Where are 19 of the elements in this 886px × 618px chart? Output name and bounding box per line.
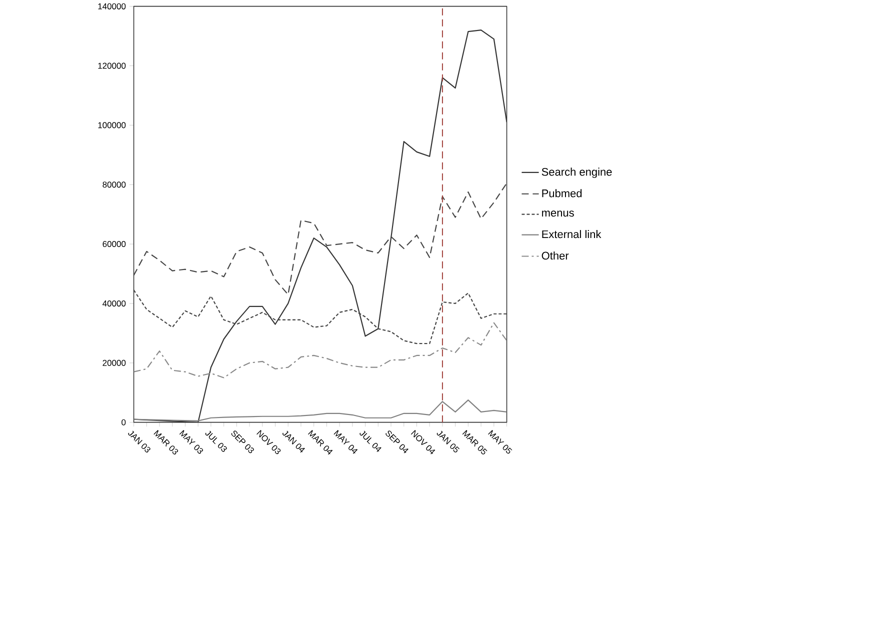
x-tick-label: SEP 04 <box>386 430 408 454</box>
y-tick-label: 80000 <box>102 181 126 188</box>
legend-label: Pubmed <box>542 188 582 198</box>
y-tick-label: 60000 <box>102 240 126 247</box>
line-series <box>134 322 507 378</box>
y-tick-label: 40000 <box>102 300 126 306</box>
y-tick-label: 20000 <box>102 360 126 366</box>
legend-label: External link <box>542 230 602 238</box>
x-tick-label: JUL 03 <box>205 430 227 452</box>
x-tick-label: SEP 03 <box>231 430 254 453</box>
legend-label: Other <box>542 251 569 260</box>
y-tick-label: 100000 <box>98 122 126 128</box>
y-tick-label: 0 <box>122 419 126 426</box>
legend-label: menus <box>542 210 574 216</box>
line-series <box>134 182 507 295</box>
y-tick-label: 140000 <box>98 3 126 10</box>
legend-label: Search engine <box>542 167 612 178</box>
x-tick-label: JUL 04 <box>360 430 382 452</box>
y-tick-label: 120000 <box>98 62 126 69</box>
